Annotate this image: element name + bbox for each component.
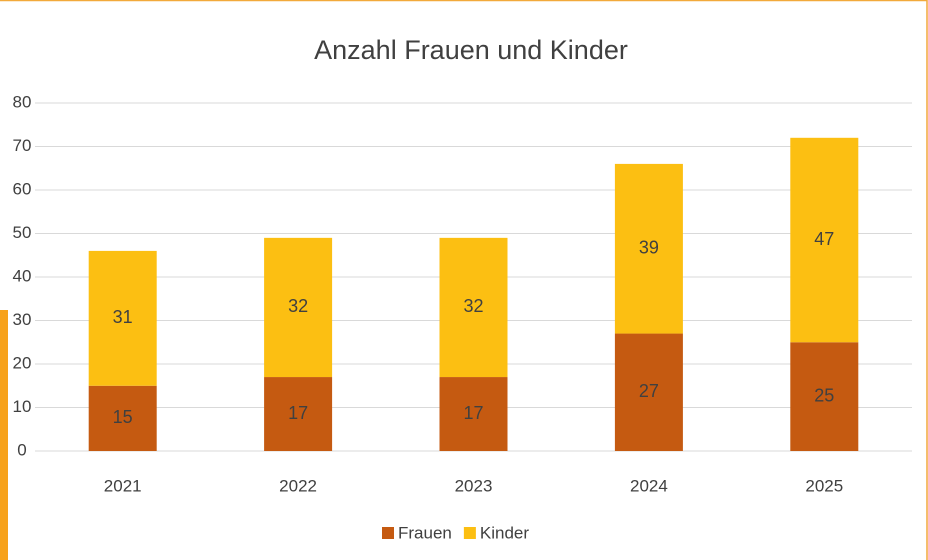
- bar-segment: [790, 137, 859, 343]
- data-label: 31: [113, 307, 133, 327]
- data-label: 25: [814, 385, 834, 405]
- data-label: 17: [463, 403, 483, 423]
- bar-segment: [790, 342, 859, 451]
- data-label: 32: [463, 296, 483, 316]
- x-tick-label: 2021: [104, 476, 142, 495]
- data-label: 15: [113, 407, 133, 427]
- bar-segment: [439, 237, 508, 378]
- x-tick-label: 2023: [455, 476, 493, 495]
- bar-segment: [614, 333, 683, 451]
- x-tick-label: 2025: [805, 476, 843, 495]
- y-tick-label: 70: [13, 136, 32, 155]
- legend-label: Kinder: [480, 523, 529, 542]
- chart-title: Anzahl Frauen und Kinder: [314, 35, 628, 65]
- y-tick-label: 40: [13, 266, 32, 285]
- bar-segment: [439, 377, 508, 451]
- y-tick-label: 80: [13, 92, 32, 111]
- y-tick-label: 20: [13, 353, 32, 372]
- data-label: 17: [288, 403, 308, 423]
- bar-segment: [264, 237, 333, 378]
- frame-left-strip: [0, 310, 8, 560]
- data-label: 39: [639, 237, 659, 257]
- data-label: 47: [814, 229, 834, 249]
- legend-label: Frauen: [398, 523, 452, 542]
- x-tick-label: 2022: [279, 476, 317, 495]
- data-label: 27: [639, 381, 659, 401]
- bar-segment: [88, 385, 157, 451]
- y-tick-label: 10: [13, 397, 32, 416]
- bar-segment: [264, 377, 333, 451]
- data-label: 32: [288, 296, 308, 316]
- y-tick-label: 0: [17, 440, 26, 459]
- bar-segment: [614, 163, 683, 334]
- y-tick-label: 60: [13, 179, 32, 198]
- x-tick-label: 2024: [630, 476, 668, 495]
- bar-segment: [88, 250, 157, 386]
- y-tick-label: 50: [13, 223, 32, 242]
- legend-swatch: [463, 527, 476, 539]
- legend-swatch: [382, 527, 394, 539]
- y-tick-label: 30: [13, 310, 32, 329]
